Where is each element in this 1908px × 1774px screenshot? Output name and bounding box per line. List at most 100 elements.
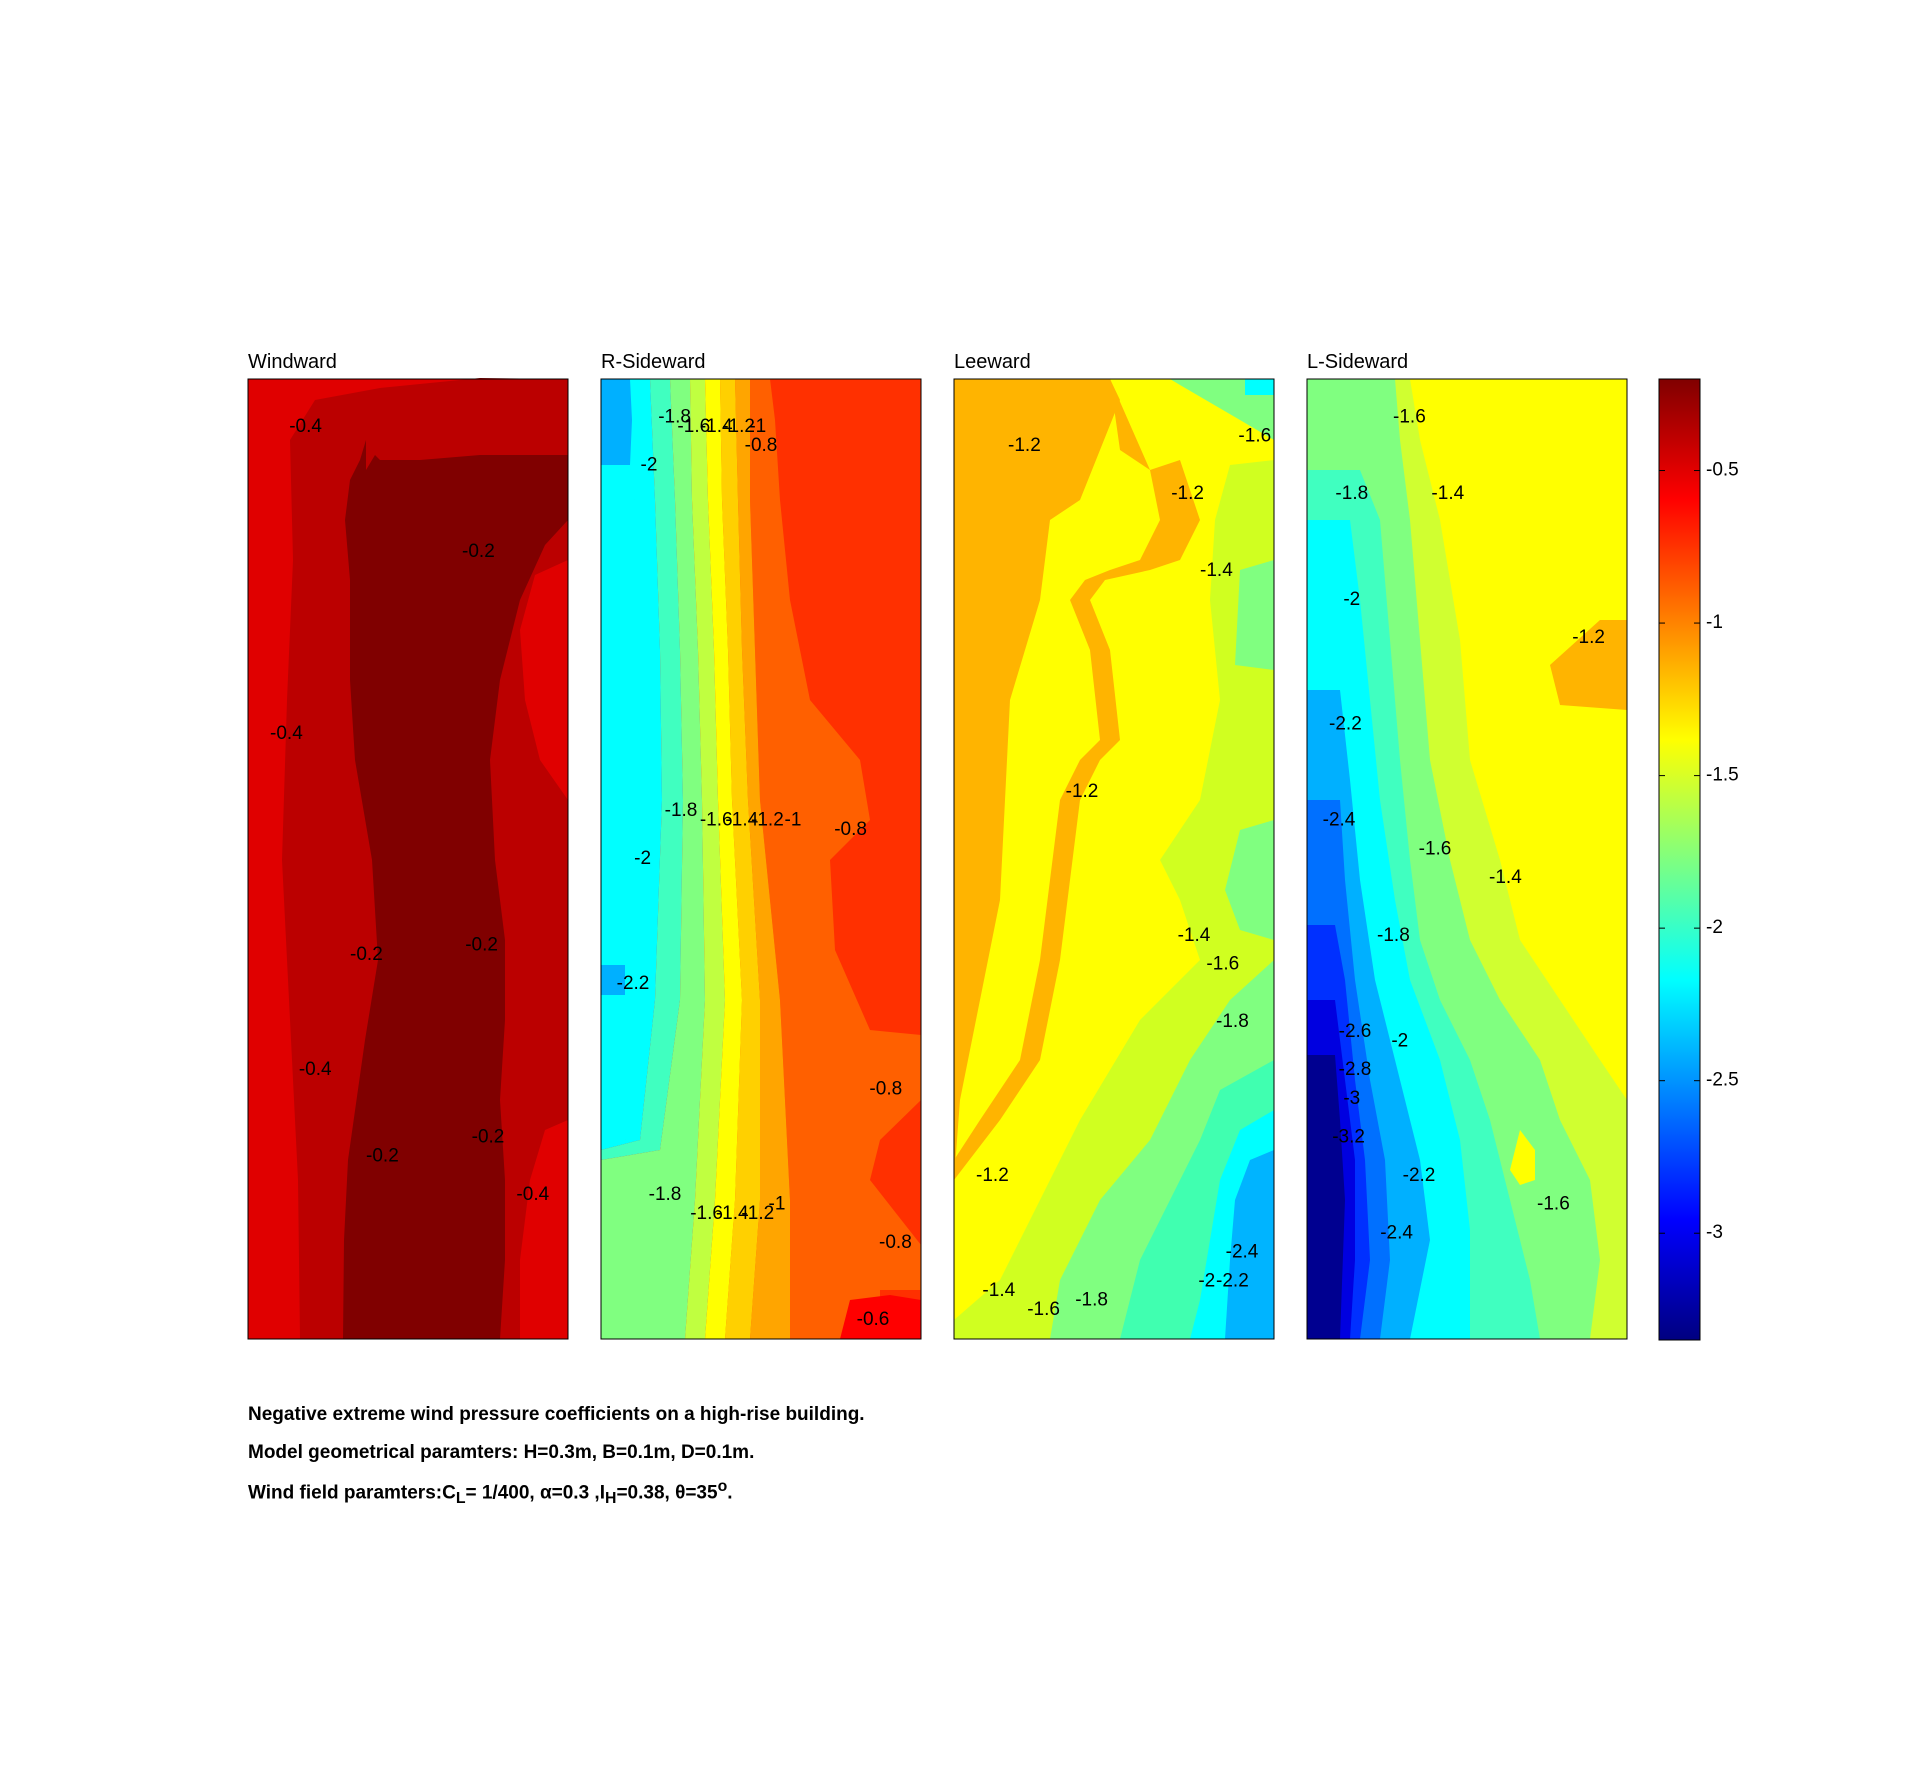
contour-label: -0.2	[350, 944, 383, 965]
contour-label: -1.4	[982, 1280, 1015, 1301]
contour-label: -2.2	[1403, 1165, 1436, 1186]
contour-label: -1.4	[1200, 560, 1233, 581]
contour-label: -1.8	[1216, 1011, 1249, 1032]
panel-l-sideward	[1306, 378, 1628, 1340]
caption-line-2: Model geometrical paramters: H=0.3m, B=0…	[248, 1442, 755, 1463]
r-sideward-band-minus-1-4	[705, 379, 742, 1339]
contour-label: -1.8	[1377, 925, 1410, 946]
contour-label: -1.6	[1027, 1299, 1060, 1320]
contour-label: -3	[1343, 1088, 1360, 1109]
caption-line-1: Negative extreme wind pressure coefficie…	[248, 1404, 865, 1425]
contour-label: -1.6	[690, 1203, 723, 1224]
contour-label: -0.4	[516, 1184, 549, 1205]
contour-label: -0.4	[270, 723, 303, 744]
contour-label: -1	[749, 416, 766, 437]
contour-label: -0.2	[366, 1146, 399, 1167]
r-sideward-band-minus-2-2	[601, 379, 662, 1150]
colorbar-ticks: -0.5 -1 -1.5 -2 -2.5 -3	[1659, 460, 1739, 1243]
r-sideward-band-minus-0-6	[840, 1295, 921, 1339]
contour-label: -0.4	[289, 416, 322, 437]
r-sideward-band-minus-0-8	[750, 379, 921, 1339]
panel-title-l-sideward: L-Sideward	[1307, 351, 1409, 373]
contour-label: -2.2	[1216, 1270, 1249, 1291]
contour-label: -1.4	[700, 416, 733, 437]
contour-label: -1.2	[976, 1165, 1009, 1186]
contour-label: -1.4	[1178, 925, 1211, 946]
contour-label: -1.2	[741, 1203, 774, 1224]
contour-label: -1.6	[1419, 838, 1452, 859]
contour-label: -1.6	[1206, 954, 1239, 975]
caption-sub-h: H	[605, 1490, 617, 1508]
contour-label: -1	[769, 1194, 786, 1215]
leeward-band-minus-1-2	[954, 379, 1120, 1180]
caption-sub-l: L	[455, 1490, 466, 1508]
contour-label: -2	[1198, 1270, 1215, 1291]
contour-label: -2.4	[1380, 1222, 1413, 1243]
contour-label: -2.6	[1339, 1021, 1372, 1042]
caption-line-3: Wind field paramters:CL= 1/400, α=0.3 ,I…	[248, 1478, 733, 1508]
colorbar-tick-label: -1	[1706, 612, 1723, 633]
leeward-band-minus-2-2	[1225, 1150, 1274, 1339]
contour-label: -2.4	[1226, 1242, 1259, 1263]
contour-label: -1.6	[677, 416, 710, 437]
contour-label: -0.8	[879, 1232, 912, 1253]
contour-label: -1.8	[1075, 1290, 1108, 1311]
contour-label: -2	[1391, 1030, 1408, 1051]
contour-label: -2.8	[1339, 1059, 1372, 1080]
contour-label: -1.2	[722, 416, 755, 437]
r-sideward-band-minus-2	[601, 379, 683, 1160]
contour-label: -0.2	[472, 1126, 505, 1147]
contour-label: -0.2	[465, 934, 498, 955]
panel-title-windward: Windward	[248, 351, 337, 373]
contour-label: -1.8	[658, 406, 691, 427]
windward-contour-labels: -0.4 -0.2 -0.4 -0.2 -0.2 -0.4 -0.2 -0.2 -0.4	[270, 416, 550, 1205]
contour-label: -0.8	[834, 819, 867, 840]
r-sideward-band-minus-1-6	[685, 379, 725, 1339]
r-sideward-band-minus-1	[735, 379, 790, 1339]
contour-label: -1.8	[665, 800, 698, 821]
caption-line-3-part3: =0.38, θ=35	[616, 1482, 718, 1504]
panel-leeward	[953, 378, 1275, 1340]
contour-label: -1.2	[751, 810, 784, 831]
contour-label: -2	[641, 454, 658, 475]
caption-line-3-prefix: Wind field paramters:C	[248, 1482, 456, 1504]
colorbar-gradient	[1658, 378, 1701, 1341]
panel-title-r-sideward: R-Sideward	[601, 351, 706, 373]
r-sideward-band-minus-1-2	[720, 379, 760, 1339]
contour-label: -2	[1343, 589, 1360, 610]
contour-label: -1.2	[1171, 483, 1204, 504]
contour-label: -3.2	[1332, 1126, 1365, 1147]
r-sideward-band-minus-1-8	[601, 379, 705, 1339]
l-sideward-band-minus-3	[1307, 1055, 1345, 1339]
contour-label: -1.4	[1489, 867, 1522, 888]
contour-label: -1.6	[1393, 406, 1426, 427]
panel-title-leeward: Leeward	[954, 351, 1031, 373]
contour-label: -0.8	[869, 1078, 902, 1099]
contour-label: -0.4	[299, 1059, 332, 1080]
contour-label: -1	[785, 810, 802, 831]
contour-label: -1.4	[725, 810, 758, 831]
contour-label: -2.4	[1323, 810, 1356, 831]
leeward-contour-labels: -1.2 -1.6 -1.2 -1.4 -1.2 -1.4 -1.6 -1.8 -1.2 -1.4…	[976, 426, 1271, 1321]
contour-label: -1.6	[1238, 426, 1271, 447]
contour-label: -0.2	[462, 541, 495, 562]
contour-label: -1.8	[1335, 483, 1368, 504]
windward-band-minus-0-2	[343, 440, 568, 1339]
contour-label: -1.2	[1066, 781, 1099, 802]
colorbar-tick-label: -2	[1706, 917, 1723, 938]
l-sideward-island-minus-1-2	[1510, 1130, 1535, 1185]
contour-label: -2.2	[617, 973, 650, 994]
contour-label: -1.8	[649, 1184, 682, 1205]
contour-label: -1.4	[716, 1203, 749, 1224]
l-sideward-band-minus-1-2	[1550, 620, 1627, 710]
colorbar-tick-label: -1.5	[1706, 765, 1739, 786]
caption-line-3-part2: = 1/400, α=0.3 ,I	[465, 1482, 605, 1504]
r-sideward-band-minus-2-4	[601, 379, 632, 995]
colorbar: -0.5 -1 -1.5 -2 -2.5 -3	[1658, 378, 1739, 1341]
colorbar-tick-label: -3	[1706, 1222, 1723, 1243]
colorbar-tick-label: -2.5	[1706, 1070, 1739, 1091]
contour-label: -1.4	[1431, 483, 1464, 504]
caption-line-3-suffix: .	[727, 1482, 733, 1504]
leeward-band-minus-1-2-b	[954, 379, 1200, 1180]
